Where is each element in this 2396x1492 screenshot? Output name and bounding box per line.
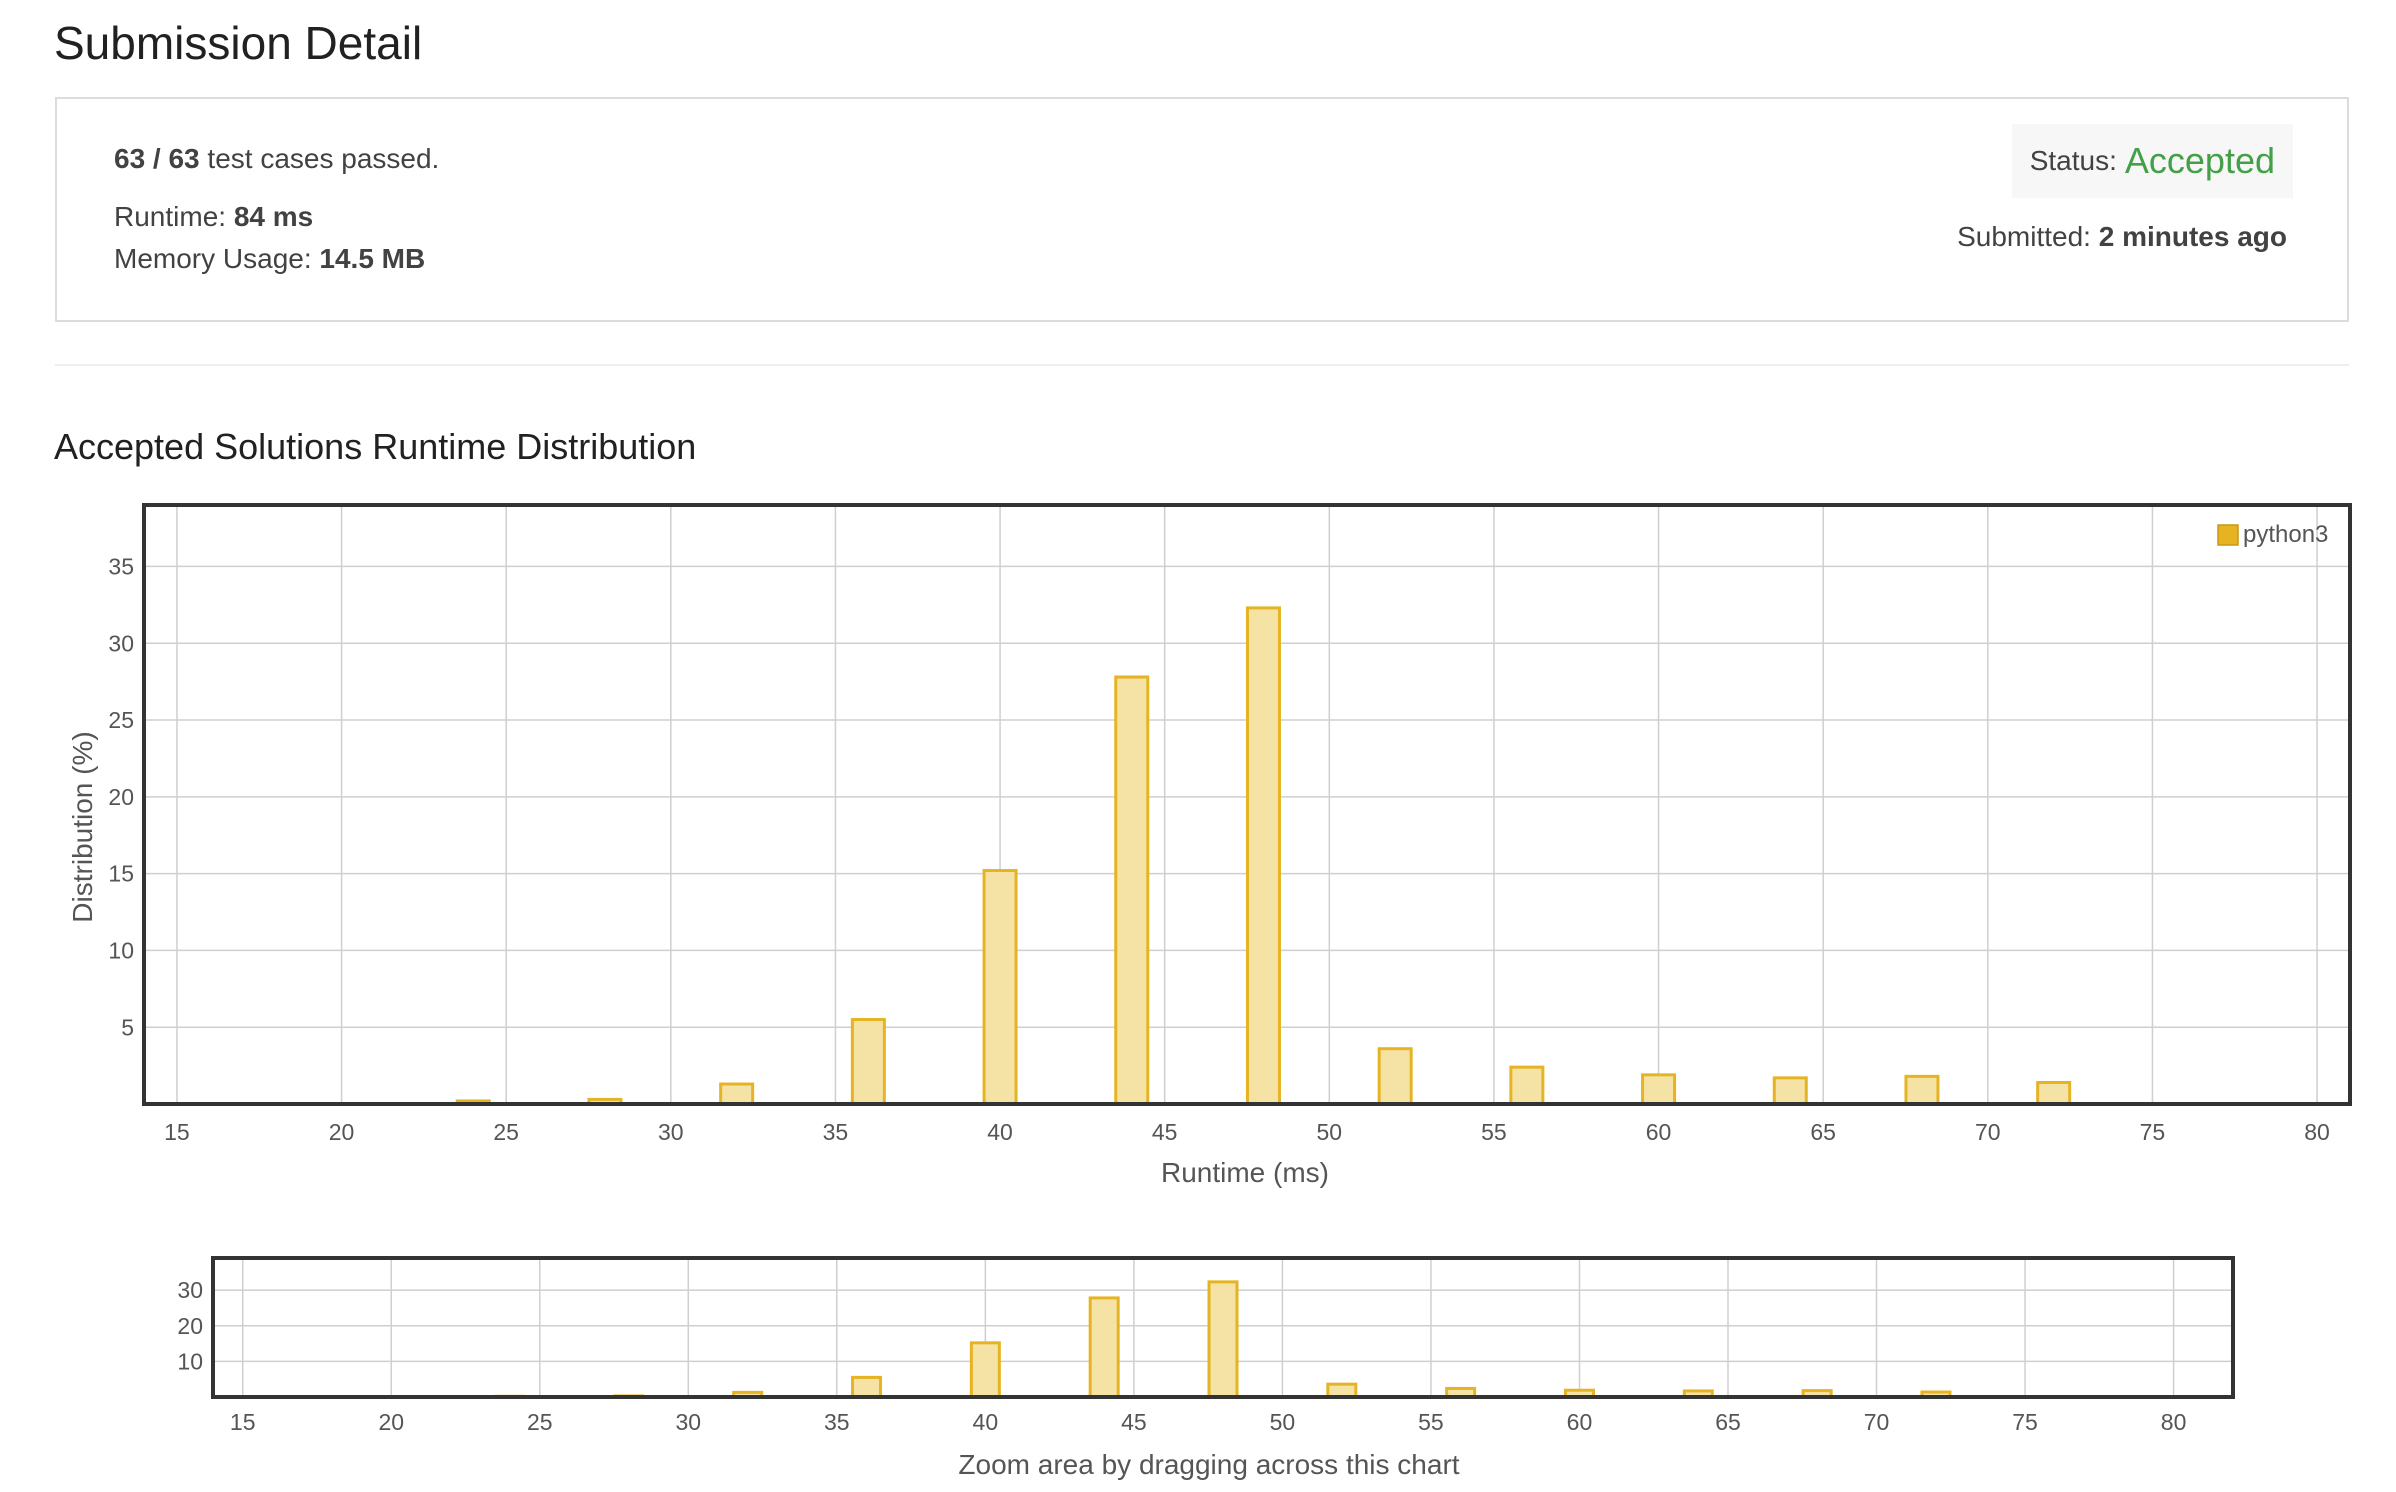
submitted-value: 2 minutes ago (2098, 221, 2287, 252)
x-tick-label: 40 (973, 1409, 999, 1435)
x-tick-label: 65 (1715, 1409, 1741, 1435)
y-tick-label: 20 (177, 1313, 203, 1339)
y-tick-label: 35 (108, 553, 134, 579)
runtime-value: 84 ms (233, 201, 314, 232)
chart-bar (969, 1341, 1001, 1399)
chart-bar (1245, 606, 1281, 1106)
runtime-label: Runtime: (114, 201, 234, 232)
tests-passed-text: test cases passed. (199, 143, 440, 174)
x-tick-label: 20 (329, 1119, 355, 1145)
y-tick-label: 30 (177, 1277, 203, 1303)
x-tick-label: 20 (378, 1409, 404, 1435)
chart-bar (1088, 1296, 1120, 1399)
y-tick-label: 15 (108, 861, 134, 887)
y-tick-label: 30 (108, 630, 134, 656)
x-tick-label: 45 (1121, 1409, 1147, 1435)
y-tick-label: 20 (108, 784, 134, 810)
x-tick-label: 60 (1567, 1409, 1593, 1435)
x-tick-label: 35 (823, 1119, 849, 1145)
x-tick-label: 15 (230, 1409, 256, 1435)
x-tick-label: 75 (2012, 1409, 2038, 1435)
memory-value: 14.5 MB (319, 243, 426, 274)
distribution-title: Accepted Solutions Runtime Distribution (54, 426, 697, 467)
legend-swatch (2217, 524, 2239, 546)
chart-bar (1377, 1047, 1413, 1106)
chart-bar (1904, 1074, 1940, 1106)
chart-bar (851, 1375, 883, 1399)
runtime-line: Runtime: 84 ms (114, 201, 313, 233)
y-tick-label: 10 (177, 1348, 203, 1374)
x-tick-label: 80 (2161, 1409, 2187, 1435)
x-tick-label: 15 (164, 1119, 190, 1145)
chart-bar (1641, 1073, 1677, 1106)
x-tick-label: 45 (1152, 1119, 1178, 1145)
chart-frame (211, 1256, 2235, 1399)
status-label: Status: (2029, 145, 2117, 176)
x-tick-label: 30 (675, 1409, 701, 1435)
submitted-label: Submitted: (1957, 221, 2099, 252)
x-axis-label: Runtime (ms) (1161, 1157, 1329, 1188)
x-tick-label: 60 (1646, 1119, 1672, 1145)
x-tick-label: 50 (1270, 1409, 1296, 1435)
x-tick-label: 30 (658, 1119, 684, 1145)
legend-label: python3 (2243, 521, 2328, 548)
status-value: Accepted (2124, 140, 2275, 181)
memory-label: Memory Usage: (114, 243, 320, 274)
y-tick-label: 10 (108, 937, 134, 963)
y-tick-label: 5 (121, 1014, 134, 1040)
x-axis-label: Zoom area by dragging across this chart (958, 1449, 1459, 1480)
y-tick-label: 25 (108, 707, 134, 733)
x-tick-label: 80 (2304, 1119, 2330, 1145)
chart-bar (1207, 1280, 1239, 1399)
memory-line: Memory Usage: 14.5 MB (114, 243, 425, 275)
x-tick-label: 55 (1418, 1409, 1444, 1435)
x-tick-label: 75 (2140, 1119, 2166, 1145)
chart-frame (142, 503, 2352, 1106)
x-tick-label: 65 (1810, 1119, 1836, 1145)
y-axis-label: Distribution (%) (67, 731, 98, 922)
status-badge: Status: Accepted (2011, 124, 2293, 198)
x-tick-label: 25 (493, 1119, 519, 1145)
x-tick-label: 70 (1975, 1119, 2001, 1145)
test-cases-line: 63 / 63 test cases passed. (114, 143, 439, 175)
x-tick-label: 50 (1317, 1119, 1343, 1145)
x-tick-label: 35 (824, 1409, 850, 1435)
x-tick-label: 25 (527, 1409, 553, 1435)
submitted-line: Submitted: 2 minutes ago (1957, 221, 2287, 253)
submission-summary: 63 / 63 test cases passed. Runtime: 84 m… (55, 97, 2349, 322)
page-title: Submission Detail (54, 17, 423, 69)
chart-bar (1114, 675, 1150, 1106)
tests-passed-count: 63 / 63 (114, 143, 200, 174)
x-tick-label: 70 (1864, 1409, 1890, 1435)
x-tick-label: 40 (987, 1119, 1013, 1145)
x-tick-label: 55 (1481, 1119, 1507, 1145)
section-divider (55, 364, 2349, 366)
